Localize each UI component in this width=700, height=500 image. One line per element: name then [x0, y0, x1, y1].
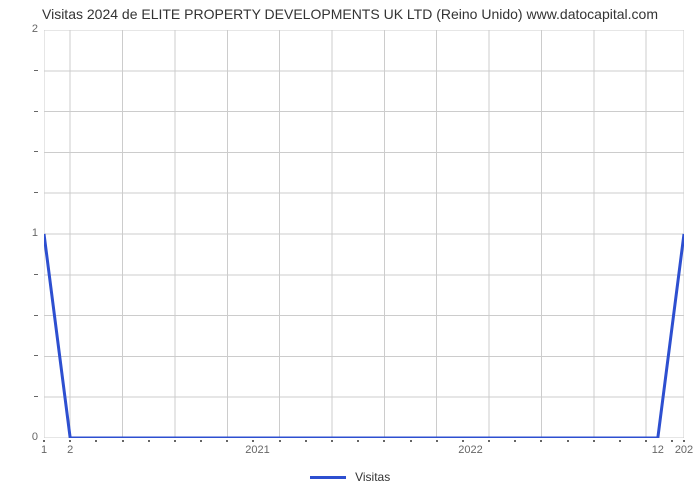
x-year-label: 2021 — [233, 444, 283, 456]
y-minor-tick — [34, 274, 38, 275]
x-minor-tick — [95, 440, 97, 442]
x-minor-tick — [567, 440, 569, 442]
y-tick-label: 0 — [20, 431, 38, 443]
grid-horizontal — [44, 30, 684, 438]
x-minor-tick — [645, 440, 647, 442]
x-minor-tick — [200, 440, 202, 442]
x-minor-tick — [122, 440, 124, 442]
y-minor-tick — [34, 70, 38, 71]
y-tick-label: 2 — [20, 23, 38, 35]
x-minor-tick — [148, 440, 150, 442]
x-minor-tick — [436, 440, 438, 442]
x-minor-tick — [357, 440, 359, 442]
y-minor-tick — [34, 396, 38, 397]
x-minor-tick — [619, 440, 621, 442]
x-minor-tick — [540, 440, 542, 442]
y-minor-tick — [34, 355, 38, 356]
chart-container: Visitas 2024 de ELITE PROPERTY DEVELOPME… — [0, 0, 700, 500]
x-minor-tick — [462, 440, 464, 442]
chart-title: Visitas 2024 de ELITE PROPERTY DEVELOPME… — [0, 6, 700, 22]
x-minor-tick — [252, 440, 254, 442]
x-minor-tick — [683, 440, 685, 442]
y-minor-tick — [34, 111, 38, 112]
x-minor-tick — [174, 440, 176, 442]
x-minor-tick — [331, 440, 333, 442]
y-minor-tick — [34, 192, 38, 193]
visits-line — [44, 234, 684, 438]
x-minor-tick — [279, 440, 281, 442]
x-tick-label: 2 — [55, 444, 85, 456]
x-minor-tick — [43, 440, 45, 442]
x-minor-tick — [305, 440, 307, 442]
x-minor-tick — [593, 440, 595, 442]
x-minor-tick — [383, 440, 385, 442]
legend: Visitas — [0, 469, 700, 484]
legend-label: Visitas — [355, 470, 390, 484]
y-minor-tick — [34, 151, 38, 152]
x-minor-tick — [226, 440, 228, 442]
x-minor-tick — [488, 440, 490, 442]
plot-area — [44, 30, 684, 438]
x-tick-label: 202 — [669, 444, 699, 456]
x-year-label: 2022 — [445, 444, 495, 456]
x-minor-tick — [671, 440, 673, 442]
y-minor-tick — [34, 315, 38, 316]
y-tick-label: 1 — [20, 227, 38, 239]
legend-swatch-icon — [310, 476, 346, 479]
x-minor-tick — [514, 440, 516, 442]
x-minor-tick — [69, 440, 71, 442]
x-minor-tick — [410, 440, 412, 442]
